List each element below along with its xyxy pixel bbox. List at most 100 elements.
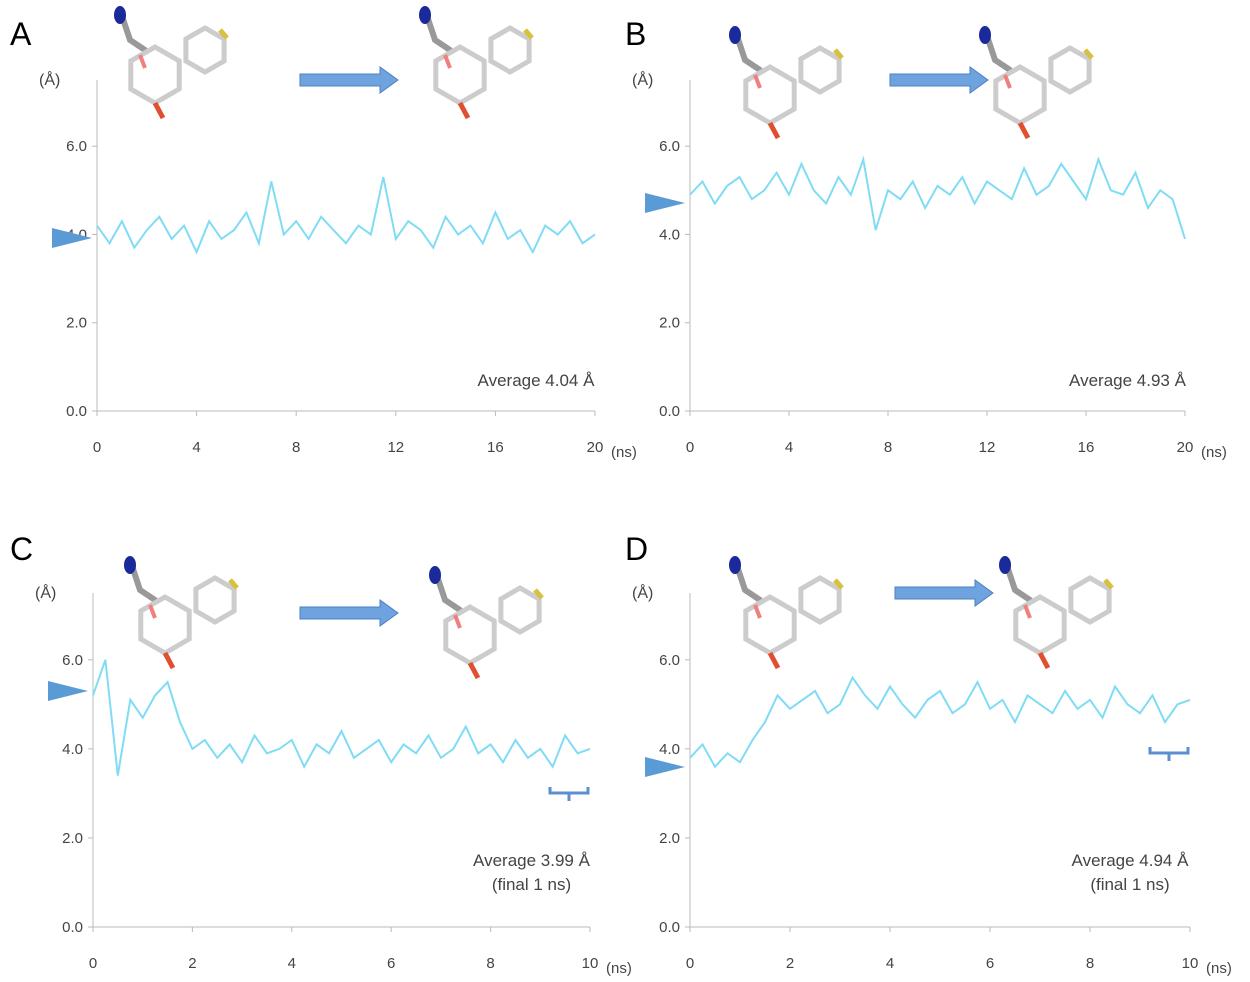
y-tick-label: 4.0 [659,226,680,243]
data-line [690,678,1190,767]
bond [755,75,760,88]
molecule [114,6,227,118]
atom [729,26,741,44]
atom [999,556,1011,574]
atom [979,26,991,44]
panel-label: A [10,16,32,52]
x-tick-label: 2 [188,955,196,972]
annotation: Average 4.04 Å [478,371,596,390]
y-tick-label: 6.0 [659,652,680,669]
y-tick-label: 0.0 [62,919,83,936]
x-tick-label: 0 [686,439,694,456]
arrow [895,580,993,606]
start-marker [645,193,685,213]
ring [491,28,529,72]
ring [1016,597,1064,653]
bond [445,55,450,68]
ring [801,578,839,622]
bond [1025,605,1030,618]
y-axis-label: (Å) [632,70,653,89]
atom [729,556,741,574]
x-tick-label: 4 [886,955,894,972]
bond [1020,123,1028,138]
bond [770,123,778,138]
ring [1051,48,1089,92]
ring [746,67,794,123]
y-axis-label: (Å) [35,583,56,602]
bond [165,653,173,668]
ring [996,67,1044,123]
arrow [300,600,398,626]
start-marker [645,757,685,777]
y-tick-label: 6.0 [66,138,87,155]
y-tick-label: 6.0 [62,652,83,669]
x-tick-label: 6 [387,955,395,972]
data-line [93,660,590,776]
ring [746,597,794,653]
x-tick-label: 8 [1086,955,1094,972]
ring [1071,578,1109,622]
bond [1005,75,1010,88]
x-tick-label: 20 [587,439,604,456]
x-unit: (ns) [1201,444,1227,461]
x-tick-label: 8 [486,955,494,972]
y-axis-label: (Å) [632,583,653,602]
ring [501,588,539,632]
ring [186,28,224,72]
x-tick-label: 6 [986,955,994,972]
x-tick-label: 0 [686,955,694,972]
molecule [729,556,842,668]
bond [140,55,145,68]
data-line [690,159,1185,239]
y-tick-label: 0.0 [659,919,680,936]
bond [455,615,460,628]
x-tick-label: 12 [979,439,996,456]
bond [755,605,760,618]
molecule [429,566,542,678]
y-tick-label: 2.0 [62,830,83,847]
atom [419,6,431,24]
x-tick-label: 10 [582,955,599,972]
annotation: Average 3.99 Å [473,851,591,870]
arrow [300,67,398,93]
annotation: Average 4.94 Å [1072,851,1190,870]
x-tick-label: 8 [884,439,892,456]
y-tick-label: 2.0 [659,315,680,332]
ring [196,578,234,622]
x-unit: (ns) [611,444,637,461]
bond [770,653,778,668]
figure: A(Å)0.02.04.06.0048121620(ns)Average 4.0… [0,0,1250,977]
y-tick-label: 6.0 [659,138,680,155]
bond [1040,653,1048,668]
molecule [999,556,1112,668]
y-tick-label: 2.0 [659,830,680,847]
x-tick-label: 12 [387,439,404,456]
x-tick-label: 2 [786,955,794,972]
x-unit: (ns) [1206,960,1232,977]
molecule [729,26,842,138]
y-tick-label: 4.0 [659,741,680,758]
panel-label: B [625,16,646,52]
bracket [550,787,588,801]
annotation: Average 4.93 Å [1069,371,1187,390]
ring [436,47,484,103]
y-tick-label: 4.0 [62,741,83,758]
x-tick-label: 16 [487,439,504,456]
ring [141,597,189,653]
x-tick-label: 20 [1177,439,1194,456]
ring [131,47,179,103]
atom [124,556,136,574]
x-tick-label: 10 [1182,955,1199,972]
molecule [124,556,237,668]
molecule [419,6,532,118]
bracket [1150,747,1188,761]
bond [460,103,468,118]
bond [150,605,155,618]
annotation: (final 1 ns) [1090,875,1169,894]
atom [114,6,126,24]
data-line [97,177,595,252]
ring [446,607,494,663]
y-tick-label: 0.0 [659,403,680,420]
y-tick-label: 2.0 [66,315,87,332]
molecule [979,26,1092,138]
